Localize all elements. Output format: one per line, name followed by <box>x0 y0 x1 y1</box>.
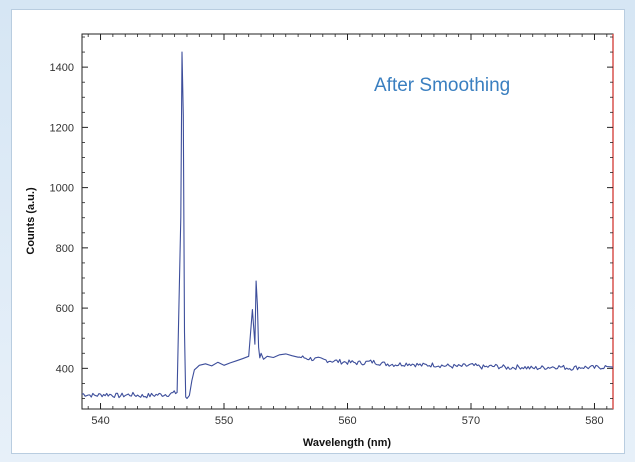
y-tick-label: 1200 <box>50 122 74 134</box>
x-tick-label: 540 <box>91 415 109 427</box>
annotation-after-smoothing: After Smoothing <box>374 75 510 96</box>
x-tick-label: 580 <box>585 415 603 427</box>
chart-panel: 540 550 560 570 580 400 600 800 1000 1200 1400 Aft… <box>11 9 625 454</box>
axis-ticks: 540 550 560 570 580 400 600 800 1000 1200 1400 <box>50 34 613 427</box>
x-axis-label: Wavelength (nm) <box>303 437 392 449</box>
y-tick-label: 1400 <box>50 62 74 74</box>
spectrum-chart: 540 550 560 570 580 400 600 800 1000 1200 1400 Aft… <box>25 33 614 449</box>
y-axis-label: Counts (a.u.) <box>25 187 37 255</box>
x-tick-label: 560 <box>338 415 356 427</box>
plot-area <box>81 33 614 410</box>
spectrum-series-line <box>81 51 614 400</box>
y-tick-label: 1000 <box>50 183 74 195</box>
y-tick-label: 800 <box>56 243 74 255</box>
y-tick-label: 400 <box>56 363 74 375</box>
x-tick-label: 570 <box>462 415 480 427</box>
x-tick-label: 550 <box>215 415 233 427</box>
y-tick-label: 600 <box>56 303 74 315</box>
